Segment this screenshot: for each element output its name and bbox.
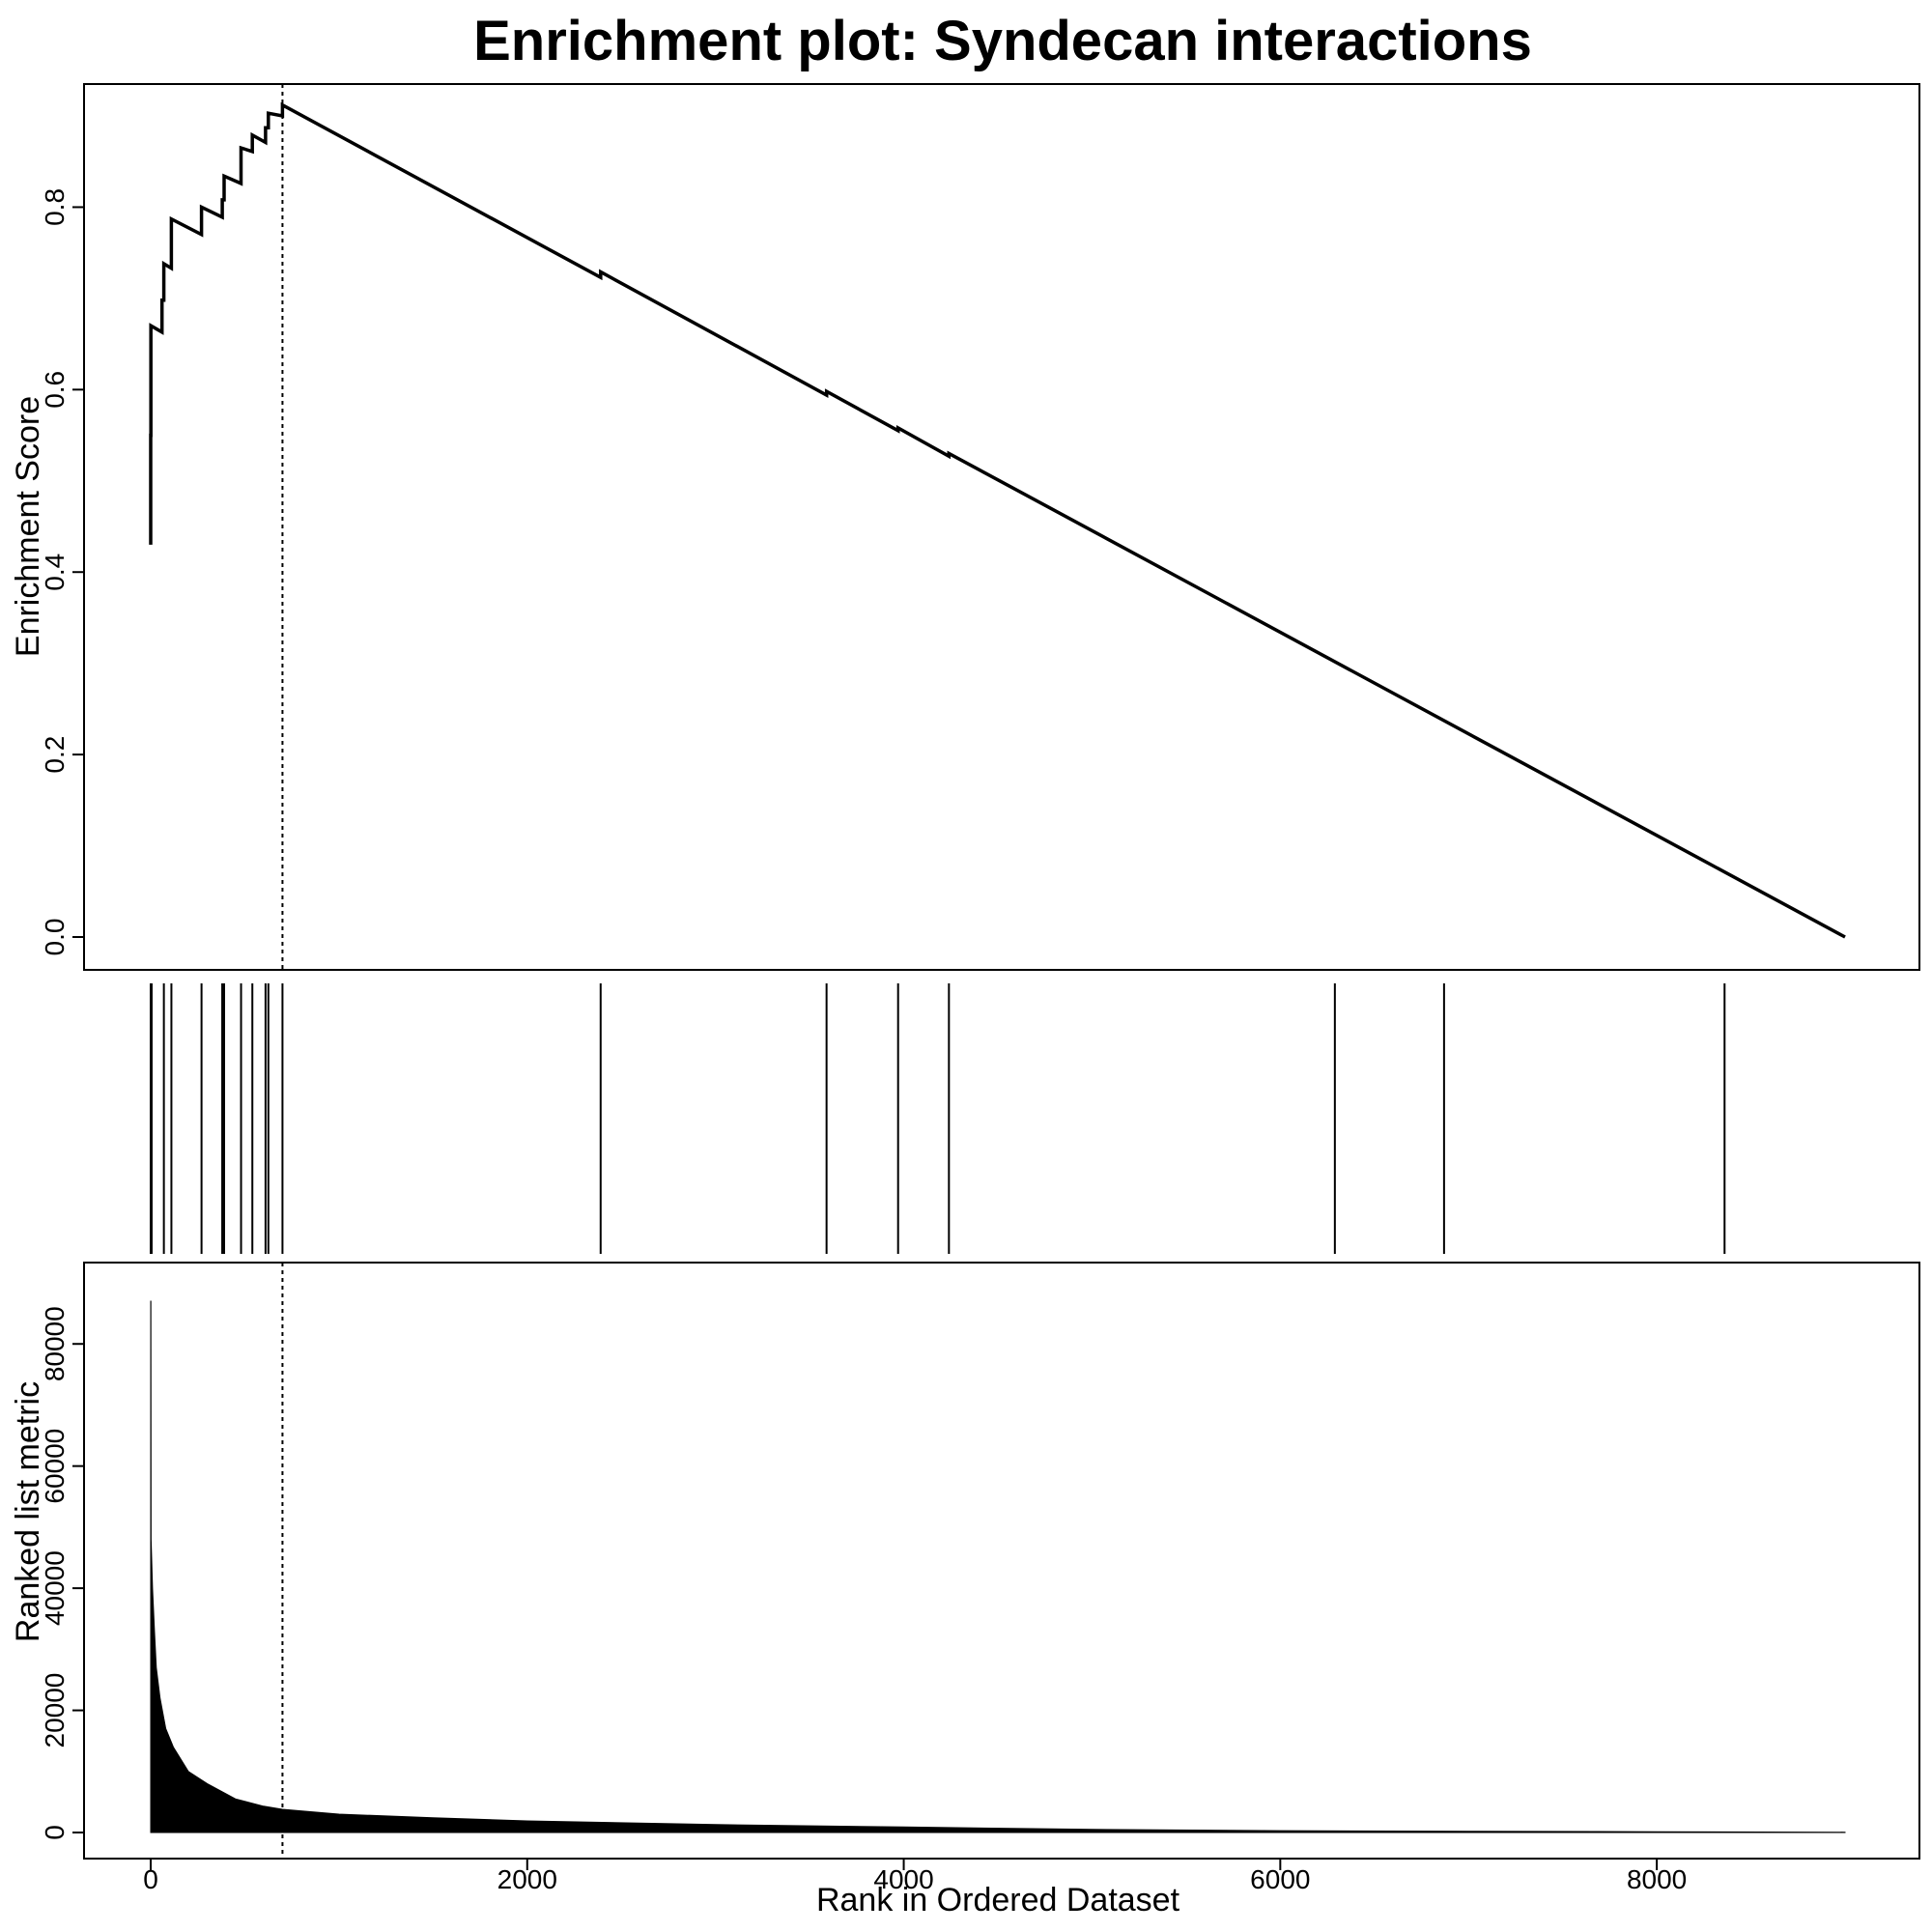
es-y-tick-label: 0.0 <box>40 919 70 956</box>
chart-title: Enrichment plot: Syndecan interactions <box>473 10 1532 72</box>
x-tick-label: 4000 <box>873 1864 933 1894</box>
x-tick-label: 0 <box>143 1864 158 1894</box>
x-tick-label: 8000 <box>1627 1864 1687 1894</box>
metric-y-tick-label: 20000 <box>40 1673 70 1748</box>
es-panel: 0.0 0.2 0.4 0.6 0.8 Enrichment Score <box>10 83 1920 971</box>
x-tick-label: 2000 <box>497 1864 557 1894</box>
metric-y-tick-label: 60000 <box>40 1429 70 1504</box>
metric-y-axis: 0 20000 40000 60000 80000 <box>40 1306 84 1840</box>
es-panel-frame <box>83 83 1920 971</box>
metric-panel-frame <box>83 1262 1920 1860</box>
es-y-tick-label: 0.8 <box>40 188 70 226</box>
es-y-axis-label: Enrichment Score <box>10 396 46 657</box>
metric-y-tick-label: 0 <box>40 1825 70 1840</box>
es-y-tick-label: 0.4 <box>40 554 70 591</box>
x-axis: 0 2000 4000 6000 8000 <box>143 1859 1687 1894</box>
metric-y-axis-label: Ranked list metric <box>10 1381 46 1642</box>
es-y-tick-label: 0.6 <box>40 371 70 409</box>
x-tick-label: 6000 <box>1250 1864 1310 1894</box>
metric-y-tick-label: 80000 <box>40 1306 70 1381</box>
es-y-axis: 0.0 0.2 0.4 0.6 0.8 <box>40 188 84 955</box>
x-axis-label: Rank in Ordered Dataset <box>816 1882 1180 1918</box>
metric-y-tick-label: 40000 <box>40 1550 70 1626</box>
hit-rug-panel <box>150 983 1726 1254</box>
es-y-tick-label: 0.2 <box>40 736 70 774</box>
metric-area <box>150 1300 1846 1833</box>
es-curve <box>149 101 1846 939</box>
